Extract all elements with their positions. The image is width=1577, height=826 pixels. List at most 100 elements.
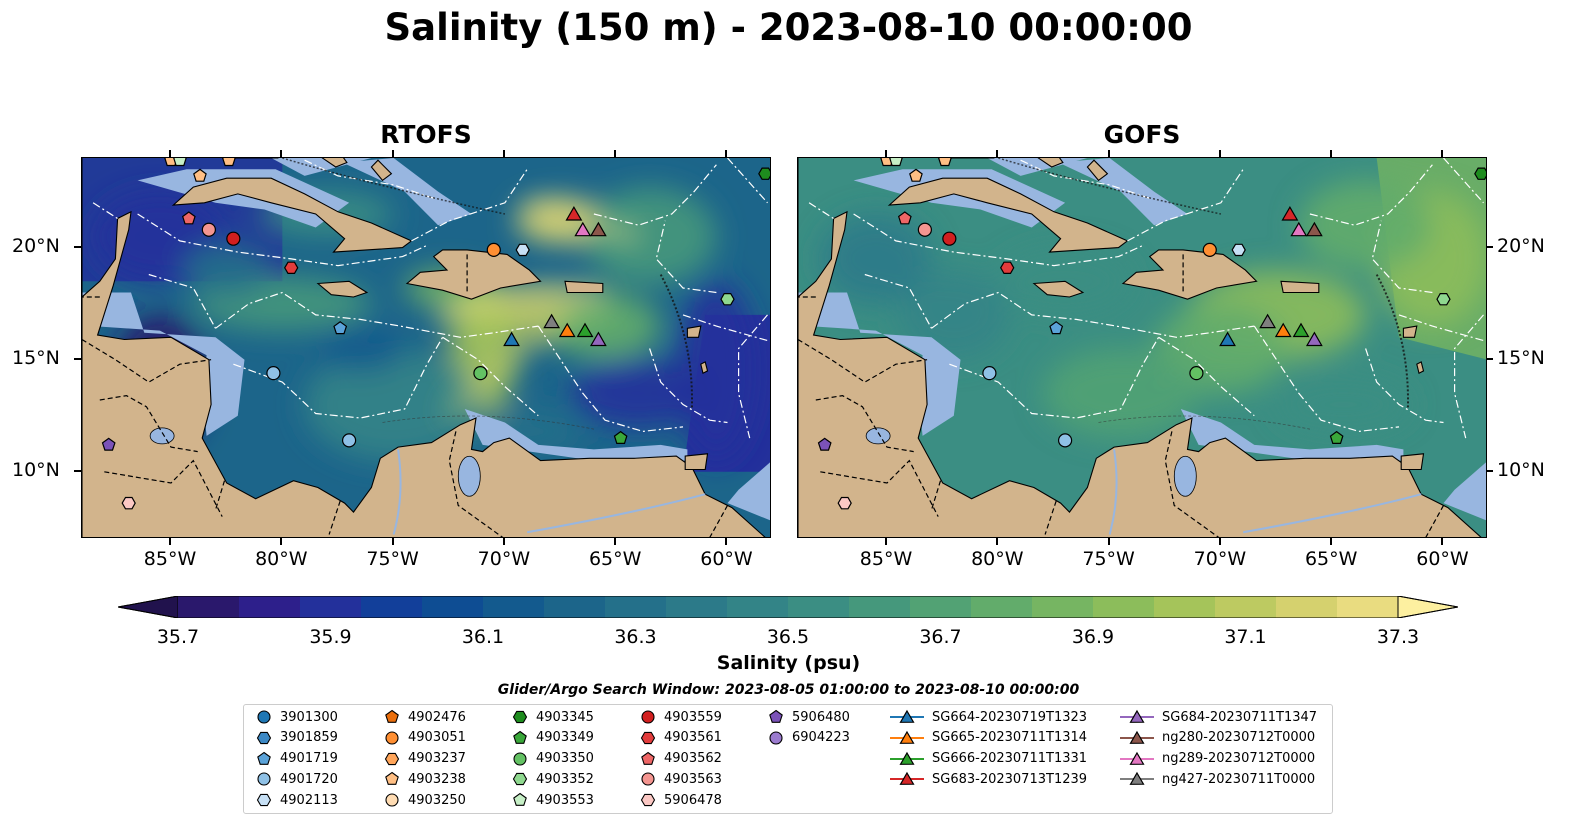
float-4903559[interactable] bbox=[942, 231, 957, 246]
x-tick-mark bbox=[391, 150, 394, 157]
legend-label: 6904223 bbox=[792, 730, 850, 746]
eez-boundary bbox=[593, 164, 717, 226]
circle-marker-icon bbox=[769, 731, 783, 745]
glider-ng280[interactable] bbox=[1305, 221, 1323, 237]
legend-item: 4903250 bbox=[384, 790, 466, 810]
glider-sg664[interactable] bbox=[503, 331, 520, 347]
glider-sg665[interactable] bbox=[558, 322, 576, 338]
float-4903051[interactable] bbox=[1202, 242, 1217, 257]
x-tick-label: 85°W bbox=[859, 548, 913, 570]
glider-sg683[interactable] bbox=[1281, 206, 1299, 221]
legend-item: ng280-20230712T0000 bbox=[1120, 728, 1315, 748]
float-4903350[interactable] bbox=[1189, 366, 1204, 381]
float-4903553[interactable] bbox=[889, 158, 903, 167]
country-border bbox=[214, 480, 226, 511]
colorbar-tick-label: 35.9 bbox=[309, 626, 352, 648]
float-4903051[interactable] bbox=[486, 242, 501, 257]
y-tick-label-left: 10°N bbox=[12, 458, 60, 481]
float-5906478[interactable] bbox=[837, 496, 852, 510]
glider-ng280[interactable] bbox=[589, 221, 607, 237]
colorbar-segment bbox=[605, 596, 667, 618]
float-5906480[interactable] bbox=[101, 437, 116, 451]
country-border bbox=[328, 500, 341, 535]
float-4903238[interactable] bbox=[938, 158, 952, 167]
glider-sg666[interactable] bbox=[1292, 322, 1310, 338]
glider-ng289[interactable] bbox=[574, 221, 592, 237]
float-4903350[interactable] bbox=[473, 366, 488, 381]
float-4903561[interactable] bbox=[1000, 261, 1015, 275]
x-tick-mark bbox=[614, 150, 617, 157]
land-centralAmerica bbox=[82, 158, 766, 537]
glider-sg664[interactable] bbox=[1219, 331, 1236, 347]
float-4901720[interactable] bbox=[1057, 433, 1073, 448]
float-4903238[interactable] bbox=[909, 168, 923, 182]
float-4903238[interactable] bbox=[193, 168, 207, 182]
glider-sg666[interactable] bbox=[576, 322, 594, 338]
float-4902113[interactable] bbox=[515, 243, 530, 257]
float-4903563[interactable] bbox=[201, 222, 216, 237]
land-cuba bbox=[887, 177, 1129, 253]
glider-ng427[interactable] bbox=[1259, 313, 1277, 329]
x-tick-mark bbox=[502, 538, 505, 545]
colorbar-segment bbox=[544, 596, 606, 618]
eez-boundary bbox=[1371, 220, 1433, 294]
float-4901720[interactable] bbox=[266, 366, 281, 381]
circle-marker-icon bbox=[257, 772, 271, 786]
pentagon-marker-icon bbox=[513, 730, 527, 744]
float-4903562[interactable] bbox=[897, 211, 912, 225]
x-tick-label: 80°W bbox=[971, 548, 1024, 570]
eez-boundary bbox=[92, 202, 118, 220]
float-4903345[interactable] bbox=[758, 167, 771, 180]
float-4903349[interactable] bbox=[613, 430, 628, 444]
float-4903349[interactable] bbox=[1329, 430, 1344, 444]
legend: 3901300 3901859 4901719 4901720 4902113 49024… bbox=[243, 704, 1333, 814]
legend-label: 4901720 bbox=[280, 771, 338, 787]
float-4903238[interactable] bbox=[222, 158, 236, 167]
legend-label: 4903559 bbox=[664, 709, 722, 725]
x-tick-mark bbox=[1441, 150, 1444, 157]
x-tick-label: 80°W bbox=[255, 548, 308, 570]
legend-label: 4903238 bbox=[408, 771, 466, 787]
glider-ng289[interactable] bbox=[1290, 221, 1308, 237]
shelf-region bbox=[853, 169, 1066, 228]
glider-sg683[interactable] bbox=[565, 206, 583, 221]
float-4903561[interactable] bbox=[284, 261, 299, 275]
float-4903562[interactable] bbox=[181, 211, 196, 225]
glider-sg684[interactable] bbox=[589, 331, 607, 347]
float-4903352[interactable] bbox=[720, 293, 735, 306]
float-4903559[interactable] bbox=[226, 231, 241, 246]
eez-boundary bbox=[137, 213, 428, 267]
float-4901720[interactable] bbox=[341, 433, 357, 448]
hexagon-marker-icon bbox=[384, 752, 400, 765]
eez-boundary bbox=[1020, 159, 1150, 199]
x-tick-mark bbox=[1107, 538, 1110, 545]
colorbar-segment bbox=[666, 596, 728, 618]
country-border bbox=[448, 431, 504, 537]
glider-ng427[interactable] bbox=[543, 313, 561, 329]
glider-marker-icon bbox=[890, 709, 924, 723]
float-4901719[interactable] bbox=[1049, 321, 1064, 335]
gofs-map[interactable] bbox=[797, 157, 1487, 538]
float-4902113[interactable] bbox=[1231, 243, 1246, 257]
float-4903345[interactable] bbox=[1474, 167, 1487, 180]
legend-item: 4903349 bbox=[512, 728, 594, 748]
legend-item: SG684-20230711T1347 bbox=[1120, 707, 1317, 727]
float-5906478[interactable] bbox=[121, 496, 136, 510]
eez-boundary bbox=[853, 213, 1144, 267]
float-4903352[interactable] bbox=[1436, 293, 1451, 306]
colorbar-segment bbox=[178, 596, 240, 618]
circle-marker-icon bbox=[641, 710, 655, 724]
y-tick-mark-right bbox=[1486, 469, 1493, 472]
float-4901720[interactable] bbox=[982, 366, 997, 381]
float-5906480[interactable] bbox=[817, 437, 832, 451]
rtofs-map[interactable] bbox=[81, 157, 771, 538]
float-4903563[interactable] bbox=[917, 222, 932, 237]
legend-item: 4902113 bbox=[256, 790, 338, 810]
float-4903553[interactable] bbox=[173, 158, 187, 167]
colorbar-segment bbox=[788, 596, 850, 618]
glider-marker-icon bbox=[1120, 772, 1154, 786]
colorbar-segment bbox=[1093, 596, 1155, 618]
glider-sg684[interactable] bbox=[1305, 331, 1323, 347]
float-4901719[interactable] bbox=[333, 321, 348, 335]
glider-sg665[interactable] bbox=[1274, 322, 1292, 338]
